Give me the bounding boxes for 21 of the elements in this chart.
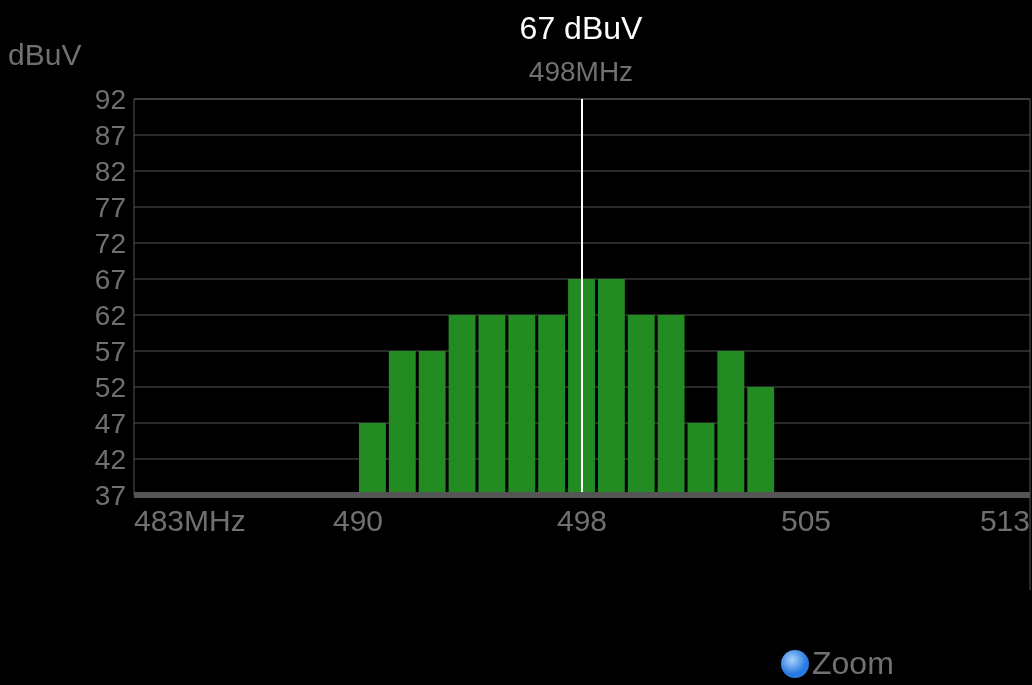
y-tick-label: 87 [94,119,126,151]
x-tick-label: 483MHz [134,504,246,537]
y-tick-label: 57 [94,335,126,367]
y-tick-label: 62 [94,299,126,331]
y-tick-label: 42 [94,443,126,475]
y-tick-label: 47 [94,407,126,439]
chart-title: 67 dBuV [519,10,643,46]
x-tick-label: 498 [556,504,608,537]
y-tick-label: 82 [94,155,126,187]
y-axis-title: dBuV [8,38,82,72]
y-tick-label: 67 [94,263,126,295]
y-tick-label: 72 [94,227,126,259]
x-tick-label: 505 [780,504,832,537]
x-tick-label: 513 [979,504,1030,537]
y-tick-label: 37 [94,479,126,511]
y-tick-label: 77 [94,191,126,223]
x-tick-label: 490 [332,504,384,537]
y-tick-label: 52 [94,371,126,403]
chart-subtitle: 498MHz [528,56,634,87]
y-tick-label: 92 [94,83,126,115]
text: Zoom [812,645,894,682]
